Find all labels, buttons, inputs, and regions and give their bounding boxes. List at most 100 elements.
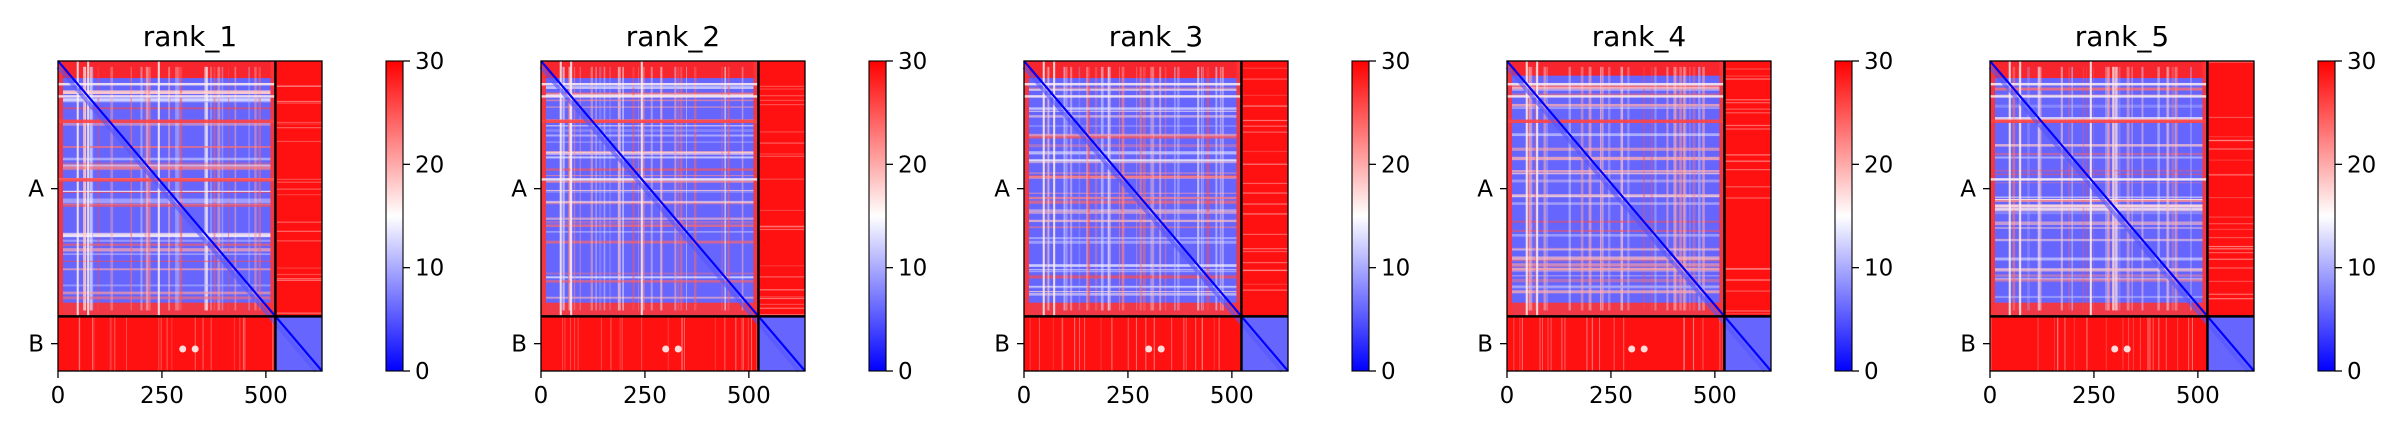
heatmap-stripe xyxy=(1511,220,1720,223)
heatmap-stripe xyxy=(1994,207,2203,211)
x-tick-label: 500 xyxy=(727,383,771,409)
heatmap-stripe xyxy=(564,316,566,371)
heatmap-stripe xyxy=(1213,316,1215,371)
heatmap-stripe xyxy=(62,248,271,252)
heatmap-stripe xyxy=(2207,174,2254,176)
colorbar-tick-label: 10 xyxy=(1864,256,1893,282)
heatmap-stripe xyxy=(1724,108,1771,110)
heatmap-stripe xyxy=(674,66,677,311)
heatmap-stripe xyxy=(179,66,181,311)
heatmap-block-AB xyxy=(1724,61,1771,317)
heatmap-stripe xyxy=(758,303,805,306)
heatmap-stripe xyxy=(758,99,805,102)
heatmap-stripe xyxy=(758,142,805,144)
heatmap-stripe xyxy=(1511,234,1720,237)
heatmap-stripe xyxy=(1135,316,1137,371)
heatmap-dot xyxy=(1628,345,1636,353)
heatmap-stripe xyxy=(1062,316,1064,371)
heatmap-band xyxy=(1719,61,1725,317)
heatmap-stripe xyxy=(1521,316,1523,371)
heatmap-stripe xyxy=(62,90,271,94)
heatmap-stripe xyxy=(742,316,744,371)
heatmap-stripe xyxy=(686,66,687,311)
heatmap-stripe xyxy=(248,66,250,311)
heatmap-stripe xyxy=(667,316,669,371)
heatmap-stripe xyxy=(681,316,683,371)
heatmap-stripe xyxy=(83,66,86,311)
heatmap-dot xyxy=(674,345,682,353)
heatmap-stripe xyxy=(1994,221,2203,225)
heatmap-diagonal xyxy=(1505,65,1767,373)
heatmap-stripe xyxy=(1511,170,1720,172)
heatmap-stripe xyxy=(1539,316,1541,371)
heatmap-stripe xyxy=(1702,66,1705,311)
heatmap-line xyxy=(58,95,276,98)
heatmap-stripe xyxy=(1692,66,1696,311)
heatmap-line xyxy=(1507,95,1725,98)
heatmap-stripe xyxy=(562,66,565,311)
heatmap-stripe xyxy=(275,194,322,196)
heatmap-stripe xyxy=(275,273,322,276)
heatmap-stripe xyxy=(62,260,271,262)
heatmap-stripe xyxy=(2086,316,2088,371)
heatmap-stripe xyxy=(2068,66,2071,311)
heatmap-stripe xyxy=(2107,66,2109,311)
heatmap-line xyxy=(1024,82,1242,86)
heatmap-stripe xyxy=(1994,204,2203,208)
heatmap-band xyxy=(541,61,546,317)
heatmap-stripe xyxy=(1511,290,1720,294)
heatmap-stripe xyxy=(1643,66,1645,311)
heatmap-line xyxy=(541,178,759,181)
heatmap-stripe xyxy=(1511,270,1720,272)
heatmap-stripe xyxy=(272,316,274,371)
heatmap-stripe xyxy=(1028,209,1237,213)
heatmap-stripe xyxy=(275,178,322,180)
heatmap-stripe xyxy=(210,66,213,311)
heatmap-stripe xyxy=(1724,279,1771,281)
heatmap-stripe xyxy=(1028,212,1237,214)
heatmap-line xyxy=(76,61,79,317)
heatmap-stripe xyxy=(545,92,754,95)
heatmap-stripe xyxy=(62,101,271,103)
y-tick-label: A xyxy=(511,177,527,203)
heatmap-stripe xyxy=(1136,66,1138,311)
heatmap-stripe xyxy=(622,66,624,311)
heatmap-stripe xyxy=(62,198,271,202)
heatmap-dot xyxy=(191,345,199,353)
heatmap-stripe xyxy=(2149,316,2151,371)
heatmap-stripe xyxy=(1724,313,1771,315)
heatmap-stripe xyxy=(2060,66,2063,311)
heatmap-stripe xyxy=(1698,66,1701,311)
heatmap-diagonal xyxy=(539,65,801,373)
heatmap-stripe xyxy=(62,168,271,171)
heatmap-line xyxy=(570,61,573,317)
heatmap-stripe xyxy=(545,106,754,108)
heatmap-stripe xyxy=(275,278,322,280)
heatmap-stripe xyxy=(1202,66,1204,311)
heatmap-stripe xyxy=(545,281,754,284)
heatmap-stripe xyxy=(62,243,271,246)
heatmap-stripe xyxy=(545,134,754,137)
heatmap-stripe xyxy=(1721,316,1723,371)
heatmap-stripe xyxy=(2207,280,2254,283)
heatmap-stripe xyxy=(62,92,271,95)
heatmap-band xyxy=(541,302,759,317)
heatmap-stripe xyxy=(2152,316,2154,371)
heatmap-band xyxy=(270,61,276,317)
heatmap-stripe xyxy=(1241,67,1288,69)
heatmap-stripe xyxy=(641,316,643,371)
heatmap-dot xyxy=(1157,345,1165,353)
colorbar xyxy=(2317,60,2336,372)
heatmap-stripe xyxy=(171,316,173,371)
heatmap-stripe xyxy=(1197,66,1200,311)
heatmap-dot xyxy=(1640,345,1648,353)
heatmap-stripe xyxy=(1028,292,1237,296)
heatmap-stripe xyxy=(1028,270,1237,273)
heatmap-stripe xyxy=(632,66,635,311)
heatmap-stripe xyxy=(1241,213,1288,215)
heatmap-stripe xyxy=(570,316,572,371)
heatmap-stripe xyxy=(2207,258,2254,260)
colorbar-tick-label: 20 xyxy=(415,152,444,178)
heatmap-stripe xyxy=(1150,66,1153,311)
